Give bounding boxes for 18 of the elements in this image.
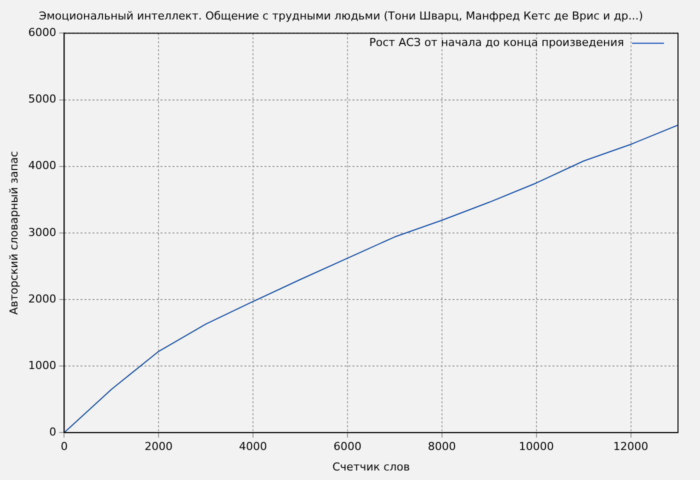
y-tick-label: 1000 [28,358,56,372]
x-tick-label: 4000 [239,440,268,454]
x-tick-label: 8000 [428,440,456,454]
y-tick-label: 5000 [28,92,56,106]
x-tick-label: 2000 [144,440,173,454]
x-tick-label: 10000 [518,440,554,454]
x-axis-title: Счетчик слов [332,460,410,474]
y-tick-label: 4000 [28,159,56,172]
y-tick-label: 6000 [28,26,56,40]
y-axis-title: Авторский словарный запас [7,151,20,315]
legend-label: Рост АСЗ от начала до конца произведения [369,36,624,50]
y-tick-label: 0 [49,425,56,438]
x-tick-label: 6000 [333,440,362,454]
x-tick-label: 12000 [613,440,648,454]
x-tick-label: 0 [60,440,68,454]
y-tick-label: 3000 [28,226,56,239]
chart-title: Эмоциональный интеллект. Общение с трудными людьми (Тони Шварц, Манфред Кетс де Врис и др...) [38,9,644,22]
y-tick-label: 2000 [28,292,56,306]
